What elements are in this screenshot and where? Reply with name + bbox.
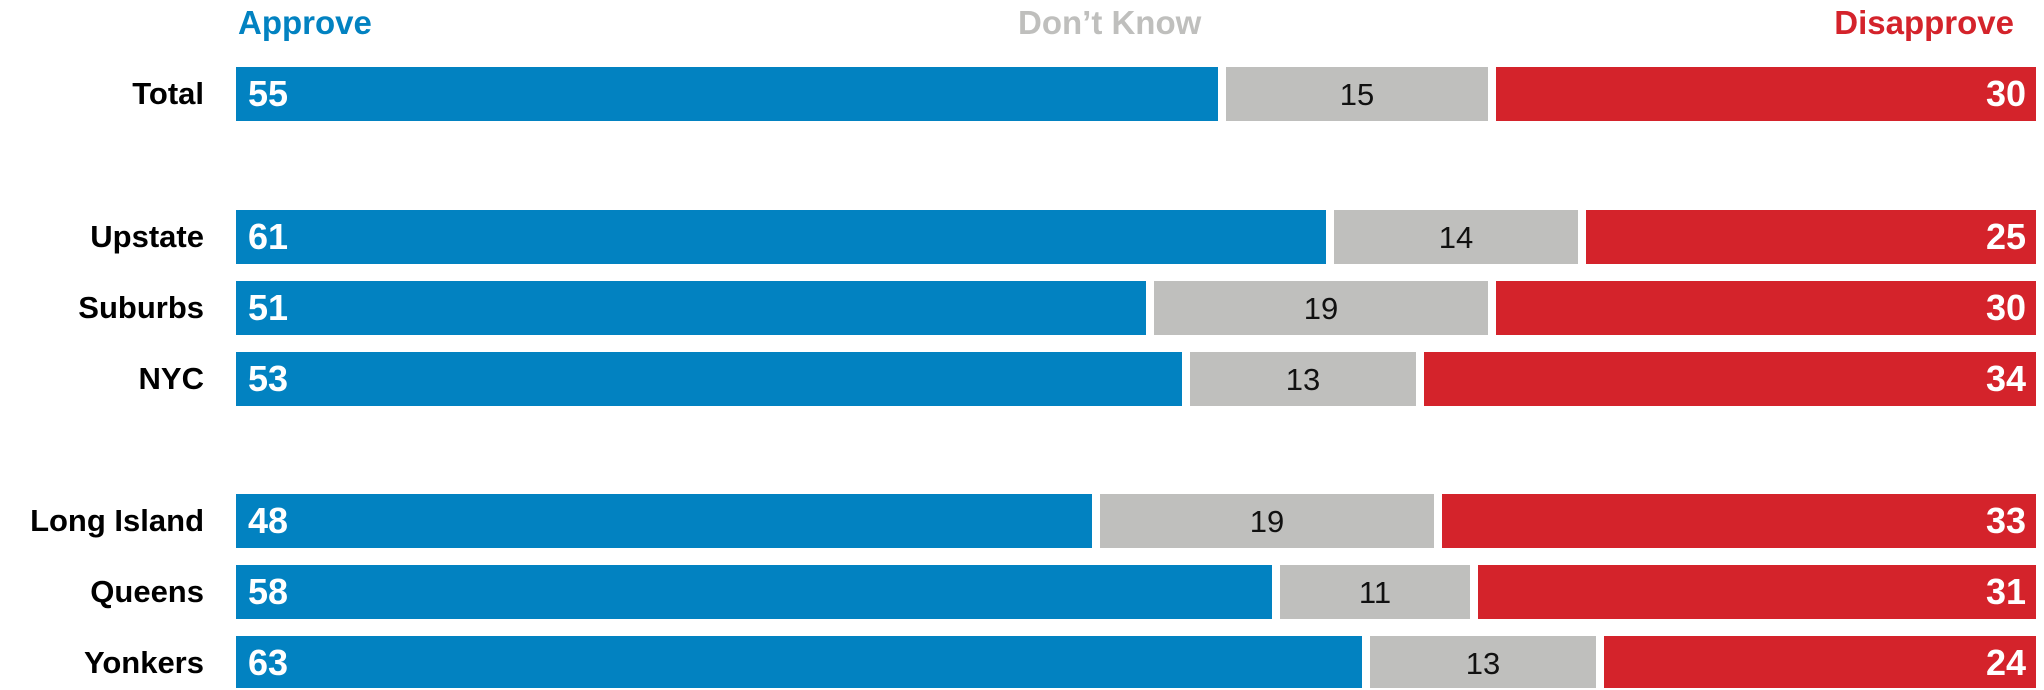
- value-label-disapprove-nyc: 34: [1986, 358, 2026, 399]
- value-label-approve-nyc: 53: [248, 358, 288, 399]
- legend-approve: Approve: [238, 4, 372, 41]
- value-label-approve-total: 55: [248, 73, 288, 114]
- value-label-don-t-know-upstate: 14: [1439, 220, 1473, 255]
- bar-approve-upstate: [236, 210, 1326, 264]
- bar-don-t-know-nyc: [1190, 352, 1416, 406]
- value-label-approve-queens: 58: [248, 571, 288, 612]
- value-label-disapprove-long-island: 33: [1986, 500, 2026, 541]
- bar-don-t-know-total: [1226, 67, 1488, 121]
- value-label-approve-yonkers: 63: [248, 642, 288, 683]
- row-label-total: Total: [132, 76, 204, 111]
- row-label-upstate: Upstate: [90, 219, 204, 254]
- value-label-disapprove-suburbs: 30: [1986, 287, 2026, 328]
- bar-disapprove-nyc: [1424, 352, 2036, 406]
- value-label-approve-suburbs: 51: [248, 287, 288, 328]
- bar-disapprove-suburbs: [1496, 281, 2036, 335]
- bar-don-t-know-queens: [1280, 565, 1470, 619]
- bar-don-t-know-suburbs: [1154, 281, 1488, 335]
- legend-disapprove: Disapprove: [1834, 4, 2014, 41]
- bar-approve-suburbs: [236, 281, 1146, 335]
- row-label-queens: Queens: [90, 574, 204, 609]
- value-label-approve-upstate: 61: [248, 216, 288, 257]
- value-label-don-t-know-total: 15: [1340, 77, 1374, 112]
- value-label-disapprove-total: 30: [1986, 73, 2026, 114]
- bar-disapprove-long-island: [1442, 494, 2036, 548]
- value-label-don-t-know-nyc: 13: [1286, 362, 1320, 397]
- value-label-disapprove-queens: 31: [1986, 571, 2026, 612]
- bar-approve-queens: [236, 565, 1272, 619]
- value-label-don-t-know-suburbs: 19: [1304, 291, 1338, 326]
- bar-disapprove-total: [1496, 67, 2036, 121]
- value-label-don-t-know-long-island: 19: [1250, 504, 1284, 539]
- bar-approve-yonkers: [236, 636, 1362, 688]
- value-label-disapprove-upstate: 25: [1986, 216, 2026, 257]
- bar-don-t-know-long-island: [1100, 494, 1434, 548]
- bar-approve-total: [236, 67, 1218, 121]
- value-label-approve-long-island: 48: [248, 500, 288, 541]
- row-label-long-island: Long Island: [30, 503, 204, 538]
- row-label-nyc: NYC: [138, 361, 204, 396]
- bar-disapprove-queens: [1478, 565, 2036, 619]
- value-label-don-t-know-queens: 11: [1359, 575, 1391, 610]
- value-label-don-t-know-yonkers: 13: [1466, 646, 1500, 681]
- legend-dont-know: Don’t Know: [1018, 4, 1202, 41]
- value-label-disapprove-yonkers: 24: [1986, 642, 2026, 683]
- row-label-suburbs: Suburbs: [78, 290, 204, 325]
- bar-disapprove-yonkers: [1604, 636, 2036, 688]
- bar-approve-long-island: [236, 494, 1092, 548]
- bar-disapprove-upstate: [1586, 210, 2036, 264]
- bar-don-t-know-yonkers: [1370, 636, 1596, 688]
- bar-don-t-know-upstate: [1334, 210, 1578, 264]
- bar-approve-nyc: [236, 352, 1182, 406]
- row-label-yonkers: Yonkers: [83, 645, 204, 680]
